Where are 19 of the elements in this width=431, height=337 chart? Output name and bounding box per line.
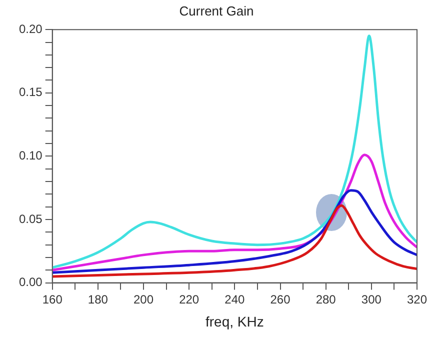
x-axis-title: freq, KHz	[206, 313, 264, 330]
chart-title: Current Gain	[179, 3, 254, 18]
x-tick-label: 320	[406, 292, 428, 306]
x-tick-label: 280	[316, 292, 336, 306]
line-series	[52, 204, 417, 278]
x-tick-label: 260	[270, 292, 291, 306]
y-tick-label: 0.00	[18, 275, 43, 290]
x-tick-label: 160	[42, 292, 63, 306]
y-tick-label: 0.15	[18, 85, 43, 100]
line-series	[52, 189, 417, 274]
x-tick-label: 300	[361, 292, 382, 306]
x-tick-label: 180	[88, 292, 108, 306]
line-series	[52, 34, 417, 269]
y-tick-label: 0.05	[18, 212, 43, 226]
x-tick-label: 200	[134, 292, 154, 306]
y-tick-label: 0.20	[18, 22, 43, 36]
x-tick-label: 220	[179, 292, 200, 306]
y-tick-label: 0.10	[18, 148, 43, 163]
x-tick-label: 240	[224, 292, 246, 306]
